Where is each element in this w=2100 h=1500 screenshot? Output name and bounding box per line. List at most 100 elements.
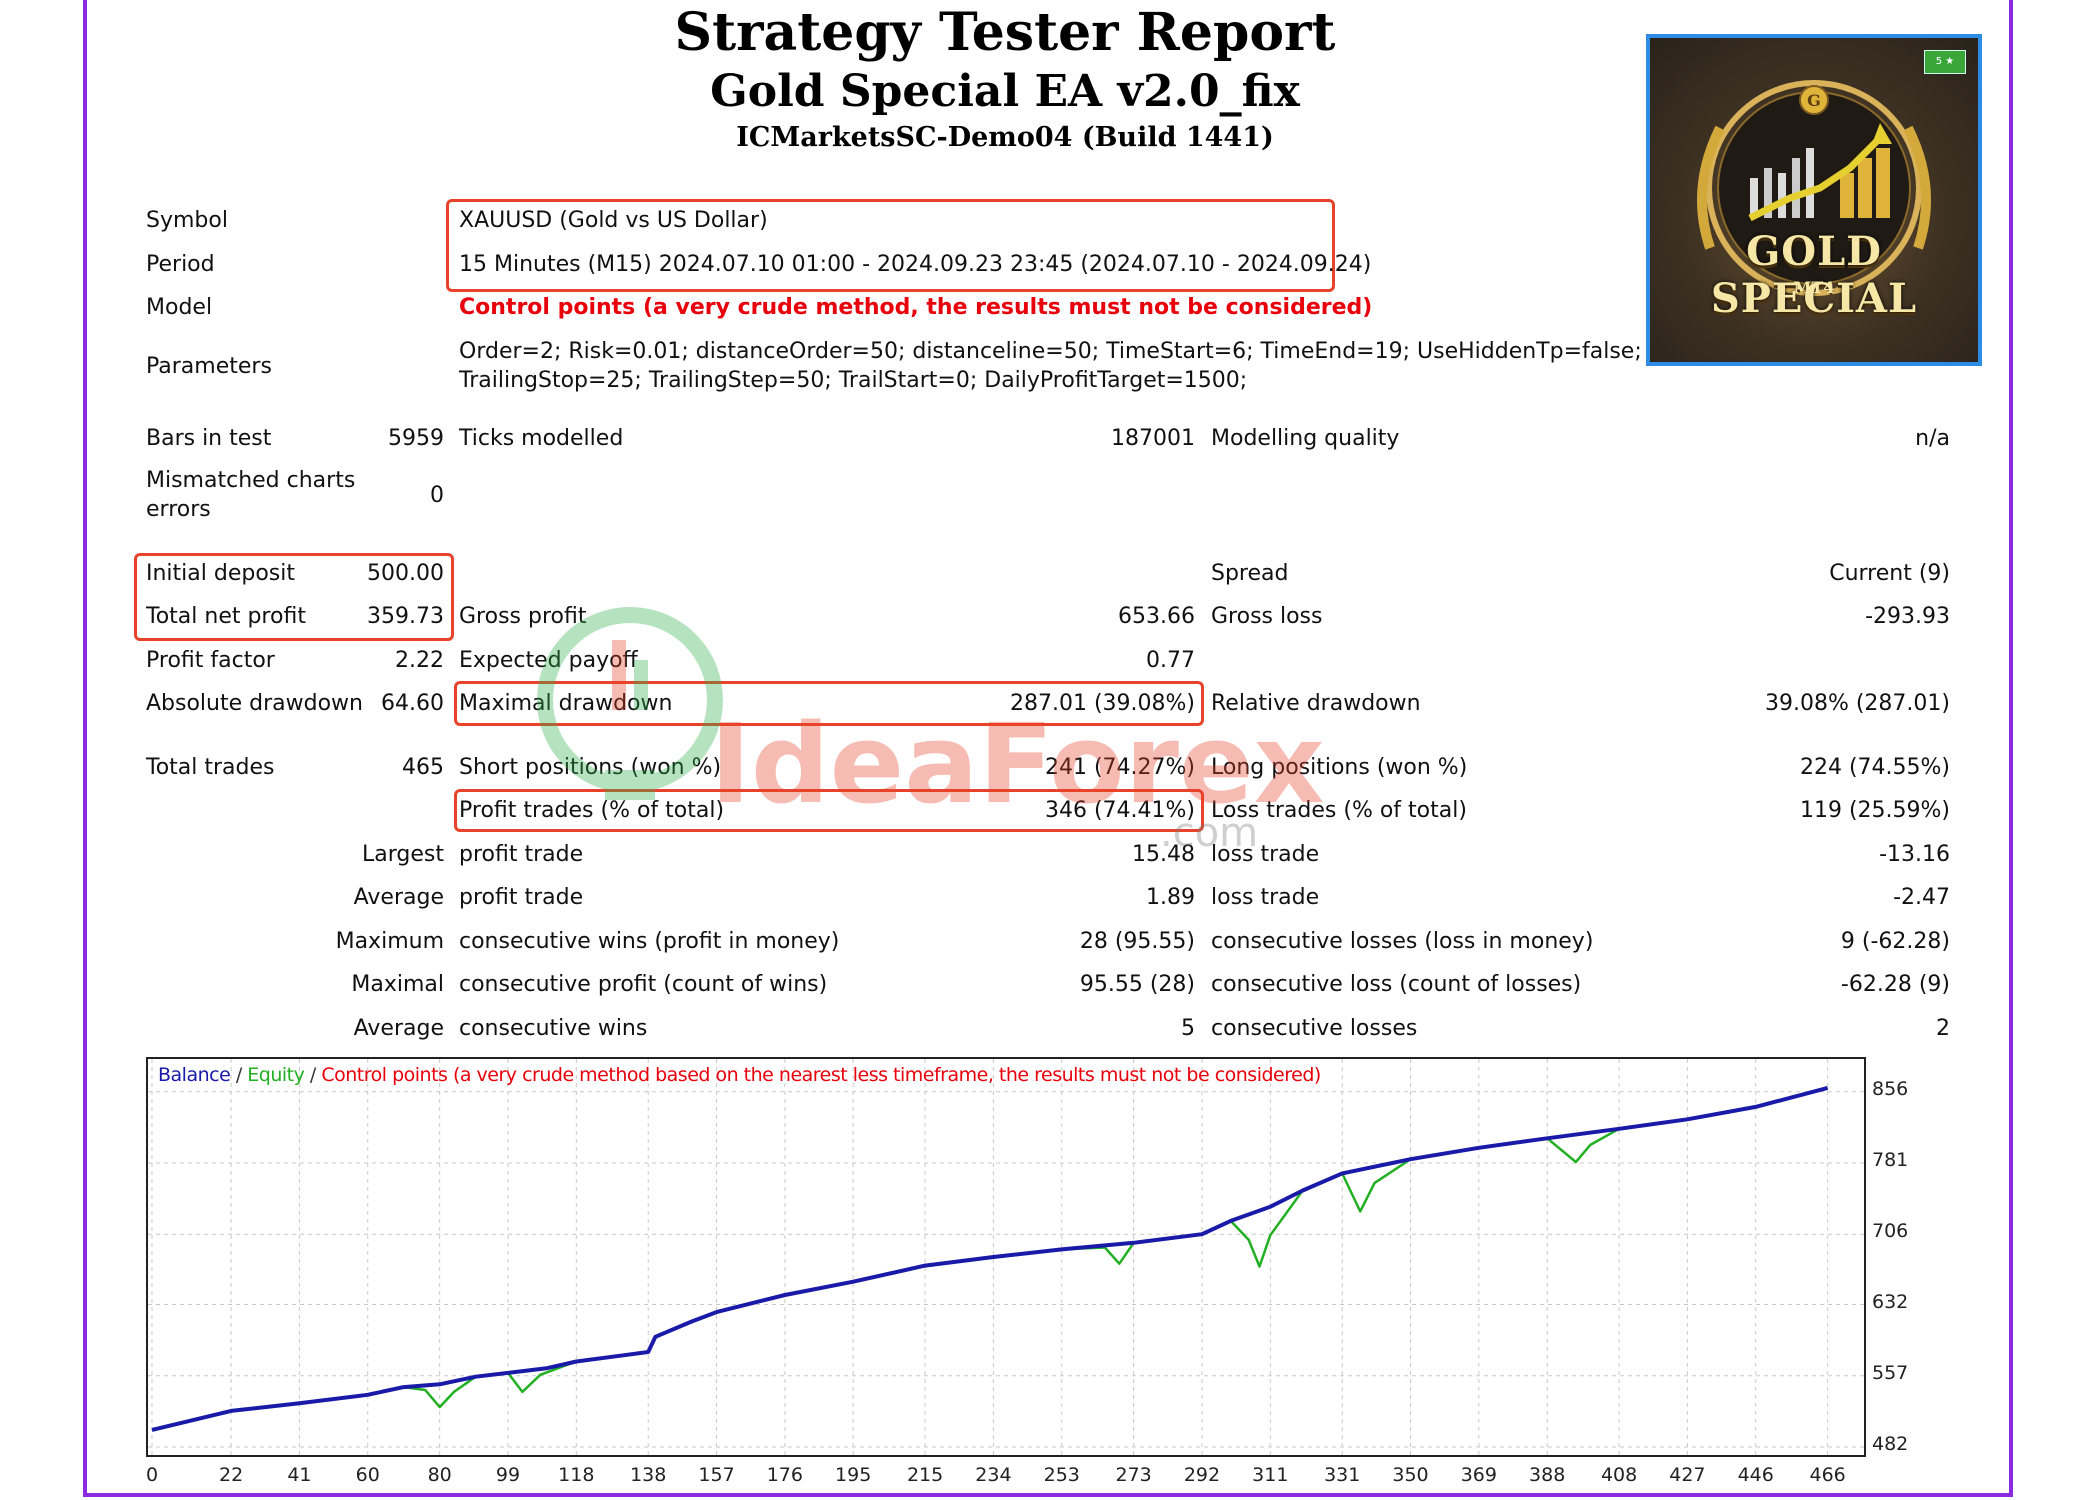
max-consecutive-losses-label: consecutive losses (loss in money): [1211, 929, 1594, 954]
x-tick-label: 195: [835, 1464, 872, 1486]
y-tick-label: 781: [1872, 1148, 1909, 1171]
absolute-drawdown-label: Absolute drawdown: [146, 691, 363, 716]
x-tick-label: 118: [558, 1464, 595, 1486]
maximal-drawdown-value: 287.01 (39.08%): [1009, 691, 1195, 716]
model-value: Control points (a very crude method, the…: [459, 295, 1373, 320]
profit-factor-value: 2.22: [395, 648, 444, 673]
legend-equity: Equity: [247, 1064, 305, 1086]
profit-factor-label: Profit factor: [146, 648, 275, 673]
gold-special-logo: 5 ★ G GOLD SPECIAL MT4: [1646, 34, 1982, 366]
logo-text: GOLD SPECIAL: [1710, 228, 1918, 322]
quality-label: Modelling quality: [1211, 426, 1400, 451]
x-tick-label: 292: [1183, 1464, 1221, 1486]
max-consecutive-profit-label: consecutive profit (count of wins): [459, 972, 828, 997]
expected-payoff-label: Expected payoff: [459, 648, 638, 673]
x-tick-label: 331: [1324, 1464, 1361, 1486]
legend-sep-2: /: [304, 1064, 322, 1086]
mismatch-value: 0: [430, 483, 444, 508]
x-tick-label: 388: [1529, 1464, 1566, 1486]
x-tick-label: 369: [1460, 1464, 1497, 1486]
x-tick-label: 273: [1115, 1464, 1152, 1486]
parameters-line-2: TrailingStop=25; TrailingStep=50; TrailS…: [459, 368, 1248, 393]
avg-consecutive-losses-label: consecutive losses: [1211, 1016, 1418, 1041]
x-tick-label: 253: [1043, 1464, 1080, 1486]
expected-payoff-value: 0.77: [1146, 648, 1195, 673]
trophy-chart-icon: G: [1697, 80, 1931, 296]
symbol-period-highlight: [446, 199, 1335, 292]
report-title: Strategy Tester Report: [674, 2, 1336, 63]
symbol-label: Symbol: [146, 208, 228, 233]
model-label: Model: [146, 295, 213, 320]
average-loss-label: loss trade: [1211, 885, 1320, 910]
x-tick-label: 350: [1392, 1464, 1429, 1486]
avg-consecutive-wins-value: 5: [1181, 1016, 1195, 1041]
legend-balance: Balance: [158, 1064, 231, 1086]
balance-chart: [146, 1057, 1866, 1457]
absolute-drawdown-value: 64.60: [381, 691, 444, 716]
report-frame: [83, 0, 2013, 1497]
largest-loss-value: -13.16: [1879, 842, 1950, 867]
profit-trades-label: Profit trades (% of total): [459, 798, 725, 823]
total-trades-value: 465: [402, 755, 444, 780]
x-tick-label: 408: [1600, 1464, 1638, 1486]
maximum-label: Maximum: [335, 929, 444, 954]
x-tick-label: 0: [145, 1464, 159, 1486]
x-tick-label: 138: [630, 1464, 667, 1486]
x-tick-label: 41: [287, 1464, 312, 1486]
mismatch-label-2: errors: [146, 497, 211, 522]
x-tick-label: 234: [975, 1464, 1012, 1486]
rating-badge: 5 ★: [1924, 50, 1966, 74]
profit-trades-highlight: [454, 789, 1204, 832]
average-label: Average: [353, 885, 444, 910]
largest-profit-value: 15.48: [1132, 842, 1195, 867]
short-positions-value: 241 (74.27%): [1044, 755, 1195, 780]
maximal-label: Maximal: [351, 972, 444, 997]
avg-consecutive-losses-value: 2: [1936, 1016, 1950, 1041]
gross-profit-label: Gross profit: [459, 604, 587, 629]
x-tick-label: 446: [1737, 1464, 1774, 1486]
gross-loss-value: -293.93: [1865, 604, 1950, 629]
gross-profit-value: 653.66: [1118, 604, 1195, 629]
max-consecutive-wins-value: 28 (95.55): [1079, 929, 1195, 954]
x-tick-label: 157: [698, 1464, 735, 1486]
average-consecutive-label: Average: [353, 1016, 444, 1041]
x-tick-label: 176: [766, 1464, 803, 1486]
loss-trades-label: Loss trades (% of total): [1211, 798, 1467, 823]
x-tick-label: 60: [355, 1464, 380, 1486]
average-loss-value: -2.47: [1893, 885, 1950, 910]
x-tick-label: 466: [1809, 1464, 1846, 1486]
loss-trades-value: 119 (25.59%): [1799, 798, 1950, 823]
svg-text:G: G: [1807, 91, 1821, 110]
average-profit-label: profit trade: [459, 885, 584, 910]
x-tick-label: 215: [906, 1464, 944, 1486]
max-consecutive-wins-label: consecutive wins (profit in money): [459, 929, 840, 954]
relative-drawdown-value: 39.08% (287.01): [1764, 691, 1950, 716]
x-tick-label: 99: [495, 1464, 521, 1486]
long-positions-value: 224 (74.55%): [1799, 755, 1950, 780]
quality-value: n/a: [1915, 426, 1950, 451]
net-profit-label: Total net profit: [146, 604, 306, 629]
short-positions-label: Short positions (won %): [459, 755, 722, 780]
series-line-balance: [151, 1085, 1829, 1432]
deposit-profit-highlight: [134, 553, 454, 641]
server-name: ICMarketsSC-Demo04 (Build 1441): [736, 122, 1274, 153]
relative-drawdown-label: Relative drawdown: [1211, 691, 1421, 716]
y-tick-label: 632: [1872, 1290, 1909, 1313]
legend-note: Control points (a very crude method base…: [321, 1064, 1321, 1086]
ticks-value: 187001: [1111, 426, 1195, 451]
max-consecutive-losses-value: 9 (-62.28): [1840, 929, 1950, 954]
maximal-drawdown-label: Maximal drawdown: [459, 691, 673, 716]
chart-legend: Balance / Equity / Control points (a ver…: [158, 1064, 1321, 1086]
legend-sep-1: /: [230, 1064, 248, 1086]
initial-deposit-value: 500.00: [367, 561, 444, 586]
initial-deposit-label: Initial deposit: [146, 561, 295, 586]
largest-profit-label: profit trade: [459, 842, 584, 867]
bars-label: Bars in test: [146, 426, 272, 451]
ticks-label: Ticks modelled: [459, 426, 624, 451]
max-consecutive-loss-label: consecutive loss (count of losses): [1211, 972, 1582, 997]
max-consecutive-loss-value: -62.28 (9): [1840, 972, 1950, 997]
y-tick-label: 557: [1872, 1361, 1909, 1384]
largest-loss-label: loss trade: [1211, 842, 1320, 867]
spread-label: Spread: [1211, 561, 1289, 586]
x-tick-label: 311: [1252, 1464, 1289, 1486]
